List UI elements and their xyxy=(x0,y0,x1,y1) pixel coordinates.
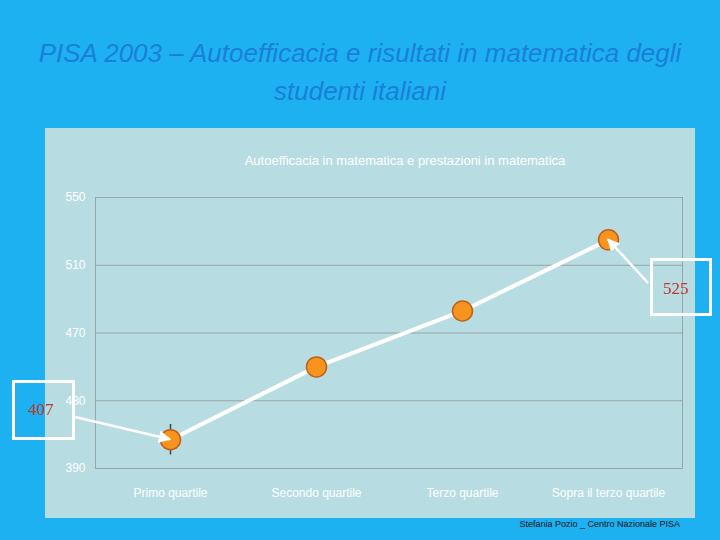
svg-text:Sopra il terzo quartile: Sopra il terzo quartile xyxy=(552,486,666,500)
svg-text:Primo quartile: Primo quartile xyxy=(133,486,207,500)
html-text:407: 407 xyxy=(28,400,54,419)
html-text:Stefania Pozio _ Centro Nazion: Stefania Pozio _ Centro Nazionale PISA xyxy=(519,519,680,529)
svg-text:390: 390 xyxy=(65,461,85,475)
html-text:525: 525 xyxy=(663,279,689,298)
html-text:PISA 2003 – Autoefficacia e ri: PISA 2003 – Autoefficacia e risultati in… xyxy=(38,38,682,106)
svg-text:510: 510 xyxy=(65,258,85,272)
html-text:Autoefficacia in matematica e: Autoefficacia in matematica e prestazion… xyxy=(244,153,566,168)
svg-text:430: 430 xyxy=(65,394,85,408)
svg-text:550: 550 xyxy=(65,190,85,204)
svg-text:Terzo quartile: Terzo quartile xyxy=(426,486,498,500)
svg-text:470: 470 xyxy=(65,326,85,340)
svg-text:Secondo quartile: Secondo quartile xyxy=(271,486,361,500)
